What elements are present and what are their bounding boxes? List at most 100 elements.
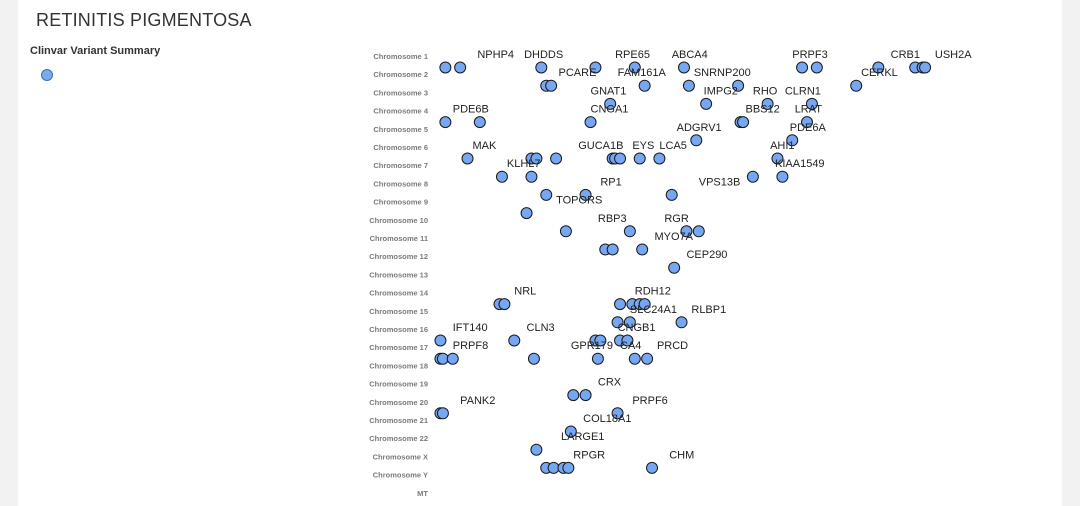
data-point[interactable] — [737, 116, 750, 129]
data-point[interactable] — [690, 134, 703, 147]
gene-label: CLN3 — [527, 322, 555, 334]
y-axis-label: Chromosome X — [373, 452, 428, 461]
data-point[interactable] — [678, 61, 690, 74]
data-point[interactable] — [604, 97, 617, 110]
data-point[interactable] — [606, 243, 619, 256]
data-point[interactable] — [614, 152, 627, 165]
data-point[interactable] — [732, 79, 745, 92]
data-point[interactable] — [653, 152, 666, 165]
data-point[interactable] — [919, 61, 932, 74]
data-point[interactable] — [700, 97, 713, 110]
data-point[interactable] — [535, 61, 548, 74]
data-point[interactable] — [559, 225, 572, 238]
data-point[interactable] — [589, 61, 602, 74]
data-point[interactable] — [446, 352, 459, 365]
gene-label: GUCA1B — [578, 140, 623, 152]
data-point[interactable] — [628, 61, 641, 74]
gene-label: LRAT — [795, 104, 823, 116]
data-point[interactable] — [623, 316, 636, 329]
data-point[interactable] — [545, 79, 558, 92]
y-axis-label: Chromosome 16 — [369, 325, 428, 334]
data-point[interactable] — [665, 188, 678, 201]
data-point[interactable] — [668, 261, 681, 274]
data-point[interactable] — [761, 97, 774, 110]
y-axis-label: Chromosome 2 — [373, 70, 428, 79]
data-point[interactable] — [540, 188, 553, 201]
y-axis-label: Chromosome 12 — [369, 252, 428, 261]
data-point[interactable] — [680, 225, 693, 238]
data-point[interactable] — [439, 61, 452, 74]
gene-label: LARGE1 — [561, 431, 604, 443]
chart-panel — [18, 0, 1062, 506]
gene-label: KLHL7 — [507, 158, 541, 170]
data-point[interactable] — [796, 61, 809, 74]
data-point[interactable] — [746, 170, 759, 183]
data-point[interactable] — [638, 79, 651, 92]
data-point[interactable] — [473, 116, 486, 129]
gene-label: CNGB1 — [618, 322, 656, 334]
gene-label: PDE6B — [453, 104, 489, 116]
data-point[interactable] — [776, 170, 789, 183]
y-axis-label: Chromosome 22 — [369, 434, 428, 443]
data-point[interactable] — [805, 97, 818, 110]
y-axis-label: Chromosome 15 — [369, 307, 428, 316]
data-point[interactable] — [692, 225, 705, 238]
data-point[interactable] — [594, 334, 607, 347]
data-point[interactable] — [495, 170, 508, 183]
data-point[interactable] — [638, 298, 651, 311]
data-point[interactable] — [801, 116, 813, 129]
data-point[interactable] — [461, 152, 474, 165]
data-point[interactable] — [436, 407, 449, 420]
y-axis-label: Chromosome 7 — [373, 161, 428, 170]
data-point[interactable] — [434, 334, 447, 347]
data-point[interactable] — [584, 116, 597, 129]
data-point[interactable] — [786, 134, 799, 147]
data-point[interactable] — [530, 443, 543, 456]
data-point[interactable] — [614, 298, 627, 311]
gene-label: BBS12 — [746, 104, 780, 116]
data-point[interactable] — [579, 389, 592, 402]
data-point[interactable] — [567, 389, 580, 402]
gene-label: AHI1 — [770, 140, 794, 152]
data-point[interactable] — [621, 334, 634, 347]
data-point[interactable] — [525, 170, 538, 183]
gene-label: PRPF6 — [632, 395, 667, 407]
data-point[interactable] — [591, 352, 604, 365]
data-point[interactable] — [562, 461, 575, 474]
data-point[interactable] — [771, 152, 784, 165]
gene-label: PRPF3 — [792, 49, 827, 61]
data-point[interactable] — [641, 352, 654, 365]
data-point[interactable] — [530, 152, 543, 165]
data-point[interactable] — [682, 79, 695, 92]
data-point[interactable] — [872, 61, 885, 74]
data-point[interactable] — [636, 243, 649, 256]
gene-label: RLBP1 — [691, 304, 726, 316]
data-point[interactable] — [675, 316, 688, 329]
data-point[interactable] — [498, 298, 511, 311]
gene-labels: NPHP4 DHDDS RPE65 ABCA4 PRPF3 CRB1 USH2A PCARE F… — [453, 49, 973, 461]
data-point[interactable] — [611, 407, 624, 420]
data-point[interactable] — [646, 461, 659, 474]
data-point[interactable] — [520, 207, 533, 220]
data-point[interactable] — [628, 352, 641, 365]
data-point[interactable] — [611, 316, 624, 329]
data-point[interactable] — [633, 152, 646, 165]
legend-marker[interactable] — [41, 69, 53, 81]
y-axis-label: MT — [417, 489, 428, 498]
data-point[interactable] — [810, 61, 823, 74]
gene-label: LCA5 — [659, 140, 687, 152]
gene-label: MYO7A — [654, 231, 693, 243]
data-point[interactable] — [850, 79, 863, 92]
data-point[interactable] — [564, 425, 577, 438]
data-point[interactable] — [579, 188, 592, 201]
data-point[interactable] — [623, 225, 636, 238]
gene-label: RHO — [753, 85, 778, 97]
data-point[interactable] — [439, 116, 452, 129]
data-point[interactable] — [527, 352, 540, 365]
gene-label: SLC24A1 — [630, 304, 677, 316]
data-point[interactable] — [454, 61, 467, 74]
data-point[interactable] — [508, 334, 521, 347]
gene-label: EYS — [632, 140, 654, 152]
data-point[interactable] — [550, 152, 563, 165]
